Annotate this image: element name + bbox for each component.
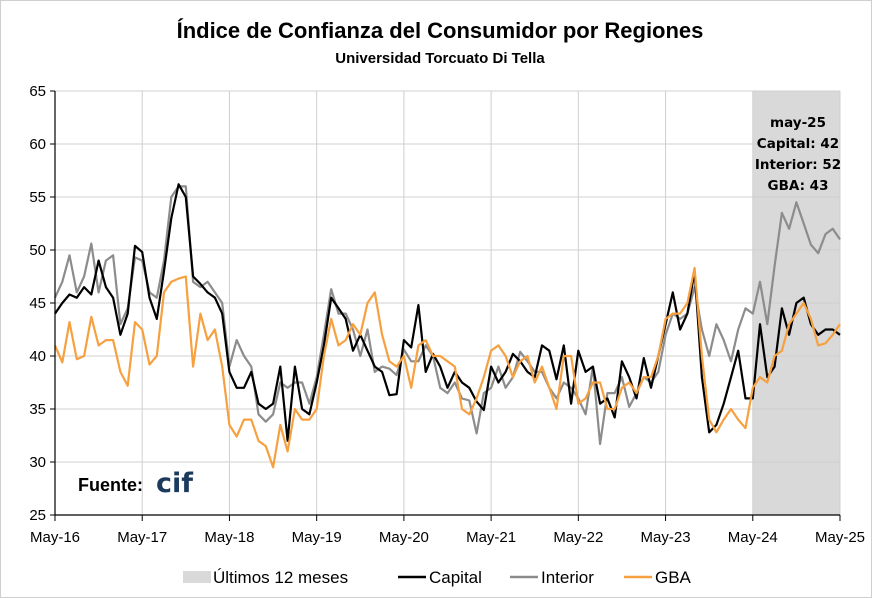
legend-label-interior: Interior <box>541 568 594 587</box>
y-tick-label: 45 <box>29 295 46 312</box>
y-tick-label: 50 <box>29 242 46 259</box>
x-tick-label: May-22 <box>553 529 603 546</box>
legend-label-shade: Últimos 12 meses <box>213 568 348 587</box>
x-tick-label: May-17 <box>117 529 167 546</box>
y-tick-label: 60 <box>29 136 46 153</box>
y-tick-label: 35 <box>29 401 46 418</box>
legend-label-capital: Capital <box>429 568 482 587</box>
x-tick-label: May-16 <box>30 529 80 546</box>
chart-subtitle: Universidad Torcuato Di Tella <box>335 50 545 67</box>
x-tick-label: May-24 <box>728 529 778 546</box>
annotation-interior: Interior: 52 <box>755 157 841 173</box>
x-tick-label: May-20 <box>379 529 429 546</box>
x-tick-label: May-21 <box>466 529 516 546</box>
series-line-interior <box>54 185 841 446</box>
annotation-capital: Capital: 42 <box>757 136 839 152</box>
x-tick-label: May-23 <box>641 529 691 546</box>
y-tick-label: 55 <box>29 189 46 206</box>
legend-swatch-shade <box>183 571 211 583</box>
x-tick-label: May-19 <box>292 529 342 546</box>
source-credit: Fuente: cif <box>78 468 193 499</box>
y-tick-label: 65 <box>29 83 46 100</box>
y-tick-label: 40 <box>29 348 46 365</box>
x-tick-label: May-25 <box>815 529 865 546</box>
series-line-capital <box>54 183 841 442</box>
y-tick-label: 25 <box>29 507 46 524</box>
annotation-gba: GBA: 43 <box>768 178 829 194</box>
annotation-box: may-25 Capital: 42 Interior: 52 GBA: 43 <box>755 115 841 194</box>
series-line-gba <box>53 266 841 469</box>
annotation-date: may-25 <box>770 115 826 131</box>
y-axis-ticks: 25 30 35 40 45 50 55 60 65 <box>29 83 55 524</box>
y-tick-label: 30 <box>29 454 46 471</box>
legend-label-gba: GBA <box>655 568 692 587</box>
x-tick-label: May-18 <box>204 529 254 546</box>
chart-title: Índice de Confianza del Consumidor por R… <box>177 18 704 43</box>
source-logo: cif <box>156 468 193 499</box>
source-label: Fuente: <box>78 475 143 495</box>
x-axis-ticks: May-16 May-17 May-18 May-19 May-20 May-21 May-… <box>30 515 865 546</box>
legend: Últimos 12 meses Capital Interior GBA <box>183 568 692 587</box>
